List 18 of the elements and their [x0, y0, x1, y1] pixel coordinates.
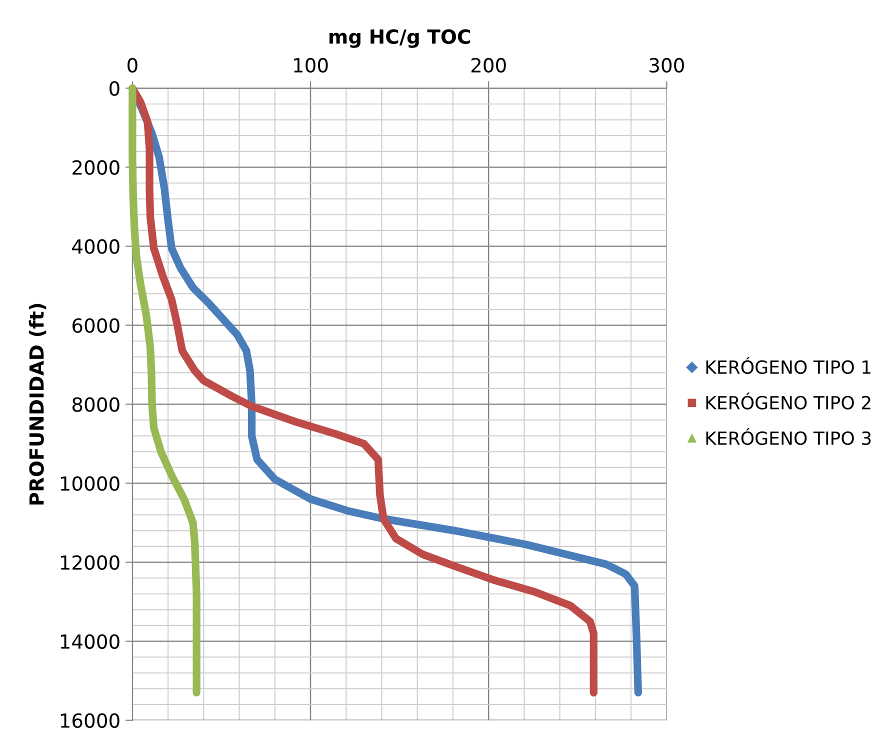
y-tick-label: 8000 — [72, 397, 120, 412]
y-tick-label: 14000 — [60, 634, 120, 649]
x-tick-label: 300 — [650, 58, 684, 73]
y-tick-label: 2000 — [72, 160, 120, 175]
legend-label: KERÓGENO TIPO 2 — [706, 392, 870, 410]
y-tick-label: 0 — [110, 81, 120, 96]
y-tick-label: 4000 — [72, 239, 120, 254]
y-tick-label: 16000 — [60, 713, 120, 728]
y-tick-label: 6000 — [72, 318, 120, 333]
y-axis-title: PROFUNDIDAD (ft) — [28, 304, 46, 505]
x-tick-label: 200 — [471, 58, 506, 73]
legend-label: KERÓGENO TIPO 1 — [706, 357, 870, 374]
legend-label: KERÓGENO TIPO 3 — [706, 428, 871, 446]
x-tick-label: 0 — [128, 58, 138, 73]
x-axis-title: mg HC/g TOC — [329, 29, 470, 48]
y-tick-label: 10000 — [60, 476, 120, 491]
y-tick-label: 12000 — [60, 555, 120, 570]
x-tick-label: 100 — [294, 58, 328, 73]
